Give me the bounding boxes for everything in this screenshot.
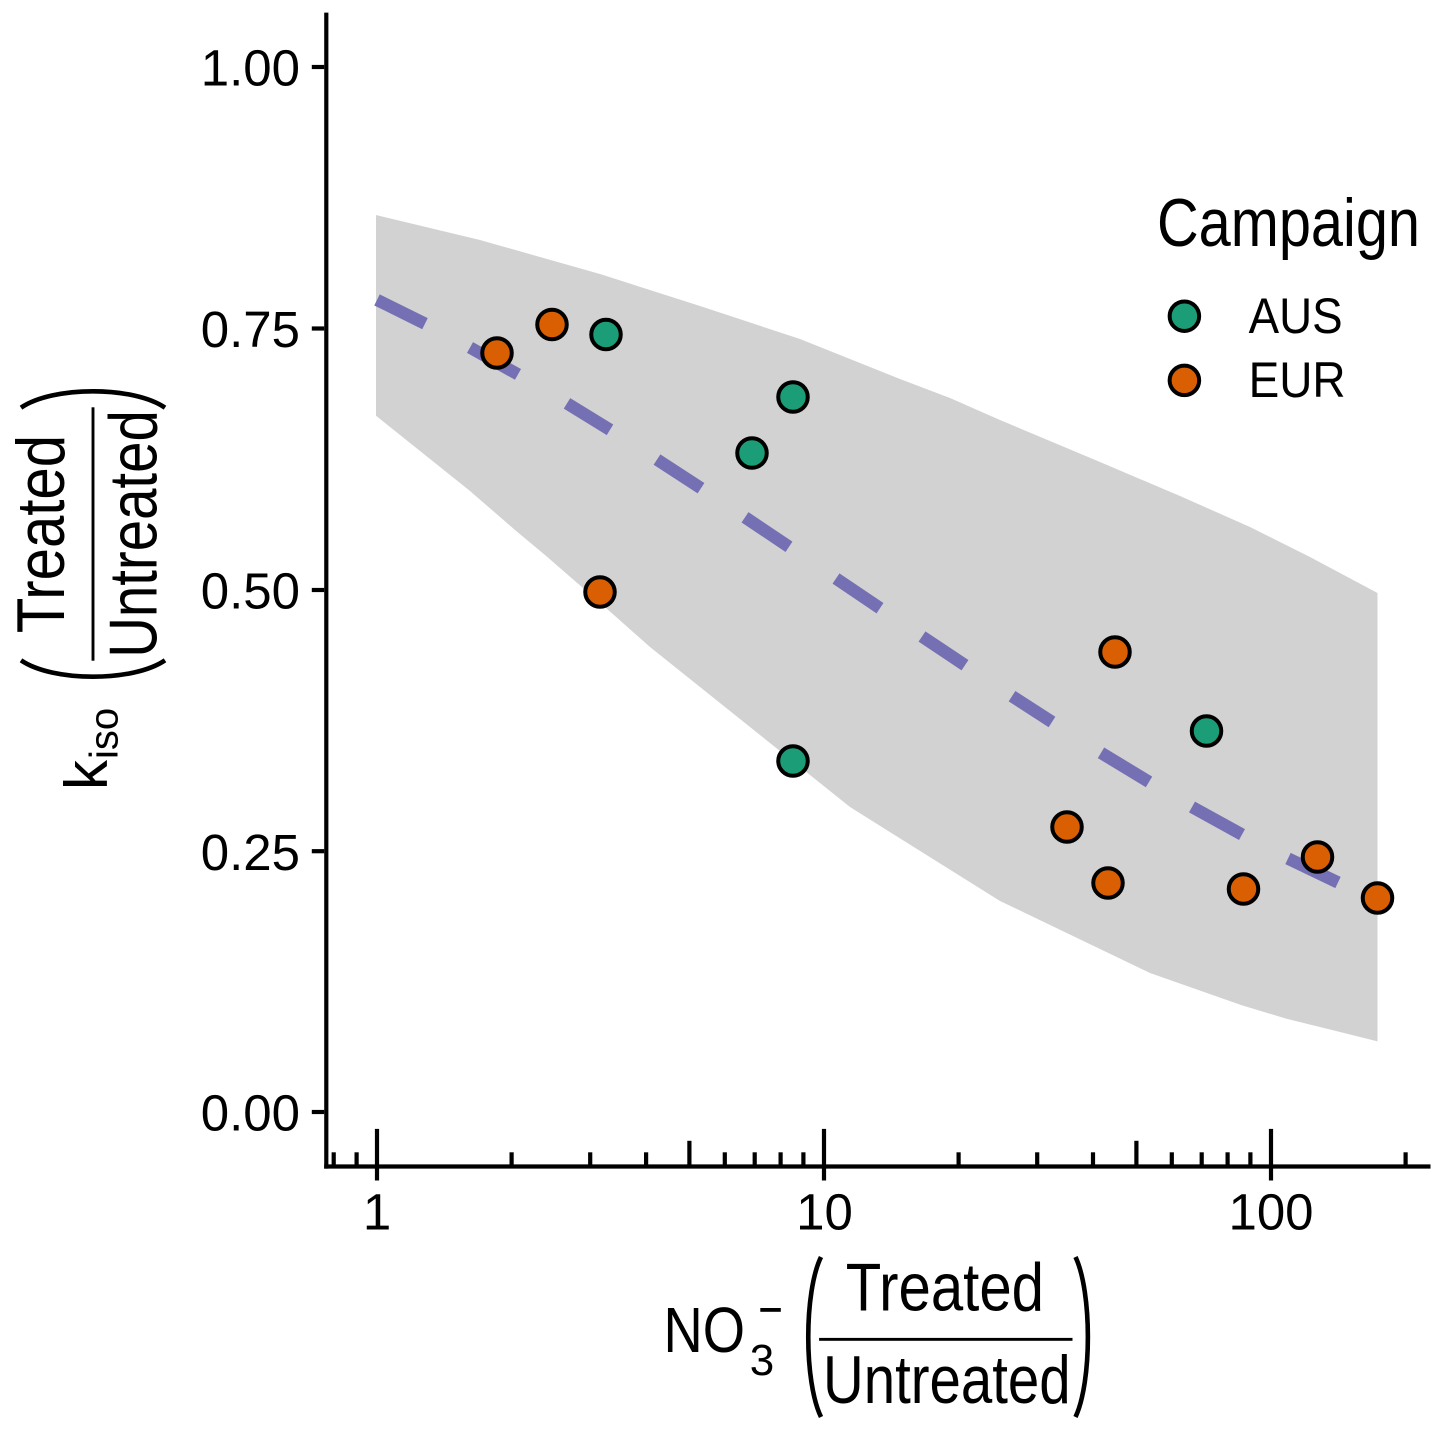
- svg-text:Treated: Treated: [846, 1249, 1044, 1325]
- svg-text:k: k: [53, 759, 120, 790]
- svg-text:0.25: 0.25: [201, 824, 300, 881]
- svg-text:100: 100: [1228, 1184, 1313, 1241]
- svg-text:3: 3: [750, 1336, 774, 1385]
- svg-text:Untreated: Untreated: [96, 410, 172, 658]
- svg-text:0.75: 0.75: [201, 301, 300, 358]
- svg-text:iso: iso: [82, 708, 126, 759]
- svg-text:10: 10: [796, 1184, 853, 1241]
- svg-text:AUS: AUS: [1249, 288, 1343, 344]
- svg-text:0.00: 0.00: [201, 1085, 300, 1142]
- svg-text:0.50: 0.50: [201, 563, 300, 620]
- svg-text:EUR: EUR: [1249, 352, 1346, 408]
- svg-text:Campaign: Campaign: [1157, 185, 1420, 261]
- svg-text:Untreated: Untreated: [823, 1342, 1071, 1418]
- svg-text:NO: NO: [664, 1294, 746, 1366]
- svg-text:1: 1: [363, 1184, 391, 1241]
- svg-text:Treated: Treated: [3, 435, 79, 633]
- svg-text:1.00: 1.00: [201, 40, 300, 97]
